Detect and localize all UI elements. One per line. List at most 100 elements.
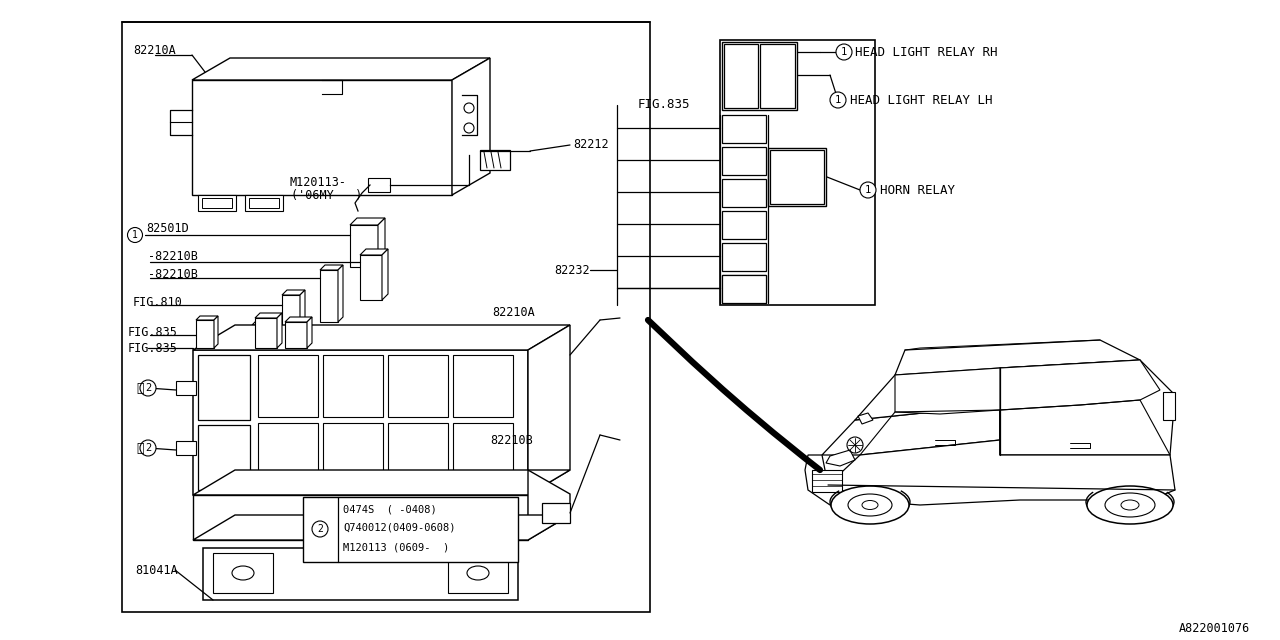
Text: HORN RELAY: HORN RELAY (881, 184, 955, 196)
Polygon shape (895, 340, 1140, 375)
Polygon shape (300, 290, 305, 331)
Text: M120113 (0609-  ): M120113 (0609- ) (343, 542, 449, 552)
Ellipse shape (849, 494, 892, 516)
Text: HEAD LIGHT RELAY RH: HEAD LIGHT RELAY RH (855, 45, 997, 58)
Ellipse shape (831, 486, 909, 524)
Text: 1: 1 (865, 185, 872, 195)
Text: 1: 1 (132, 230, 138, 240)
Text: FIG.835: FIG.835 (128, 342, 178, 355)
Text: HEAD LIGHT RELAY LH: HEAD LIGHT RELAY LH (850, 93, 992, 106)
Ellipse shape (465, 103, 474, 113)
Bar (193, 495, 529, 540)
Text: 82210A: 82210A (133, 44, 175, 56)
Bar (196, 320, 214, 348)
Ellipse shape (232, 566, 253, 580)
Bar (285, 322, 307, 348)
Ellipse shape (465, 123, 474, 133)
Bar (250, 198, 279, 208)
Bar (453, 355, 513, 417)
Circle shape (829, 92, 846, 108)
Ellipse shape (467, 566, 489, 580)
Polygon shape (895, 368, 1000, 414)
Ellipse shape (1121, 500, 1139, 510)
Bar (198, 425, 250, 490)
Bar (719, 40, 876, 305)
Polygon shape (193, 470, 570, 495)
Circle shape (312, 521, 328, 537)
Bar (453, 423, 513, 485)
Bar (768, 148, 826, 206)
Polygon shape (822, 405, 1000, 455)
Circle shape (128, 227, 142, 243)
Polygon shape (529, 470, 570, 540)
Bar (192, 80, 452, 195)
Bar (212, 553, 273, 593)
Text: 2: 2 (145, 443, 151, 453)
Polygon shape (192, 58, 490, 80)
Bar (722, 275, 765, 303)
Bar (812, 470, 842, 492)
Bar (202, 198, 232, 208)
Text: 0474S  ( -0408): 0474S ( -0408) (343, 504, 436, 514)
Polygon shape (255, 313, 282, 318)
Bar (369, 178, 390, 192)
Text: A822001076: A822001076 (1179, 621, 1251, 634)
Text: 82210B: 82210B (490, 433, 532, 447)
Bar (177, 441, 196, 455)
Text: -82210B: -82210B (148, 250, 198, 262)
Bar (198, 355, 250, 420)
Bar (388, 355, 448, 417)
Bar (193, 350, 529, 495)
Circle shape (836, 44, 852, 60)
Bar (722, 147, 765, 175)
Text: 82210A: 82210A (492, 307, 535, 319)
Polygon shape (1000, 360, 1160, 410)
Text: Q740012(0409-0608): Q740012(0409-0608) (343, 522, 456, 532)
Text: 1: 1 (841, 47, 847, 57)
Polygon shape (805, 455, 855, 505)
Bar (388, 423, 448, 485)
Bar (722, 115, 765, 143)
Polygon shape (193, 515, 570, 540)
Polygon shape (320, 265, 343, 270)
Polygon shape (828, 440, 1175, 505)
Text: -82210B: -82210B (148, 268, 198, 280)
Bar (724, 44, 758, 108)
Bar (722, 179, 765, 207)
Polygon shape (349, 218, 385, 225)
Bar (282, 295, 300, 331)
Text: FIG.810: FIG.810 (133, 296, 183, 308)
Polygon shape (193, 325, 570, 350)
Ellipse shape (1105, 493, 1155, 517)
Polygon shape (381, 249, 388, 300)
Text: FIG.835: FIG.835 (128, 326, 178, 339)
Bar (760, 44, 795, 108)
Text: M120113-: M120113- (291, 177, 347, 189)
Polygon shape (270, 320, 275, 359)
Bar (480, 150, 509, 170)
Bar (722, 211, 765, 239)
Polygon shape (360, 249, 388, 255)
Polygon shape (307, 317, 312, 348)
Bar (122, 22, 650, 612)
Bar (255, 318, 276, 348)
Bar (320, 270, 338, 322)
Text: 2: 2 (145, 383, 151, 393)
Polygon shape (858, 413, 873, 424)
Bar (722, 243, 765, 271)
Bar (722, 42, 797, 110)
Polygon shape (855, 368, 1000, 420)
Bar (252, 325, 270, 359)
Bar (323, 355, 383, 417)
Polygon shape (282, 290, 305, 295)
Bar (323, 423, 383, 485)
Text: ('06MY-  ): ('06MY- ) (291, 189, 362, 202)
Text: 81041A: 81041A (134, 563, 178, 577)
Text: 1: 1 (835, 95, 841, 105)
Bar (771, 150, 824, 204)
Polygon shape (378, 218, 385, 267)
Bar (177, 381, 196, 395)
Bar (204, 548, 518, 600)
Polygon shape (285, 317, 312, 322)
Bar (198, 195, 236, 211)
